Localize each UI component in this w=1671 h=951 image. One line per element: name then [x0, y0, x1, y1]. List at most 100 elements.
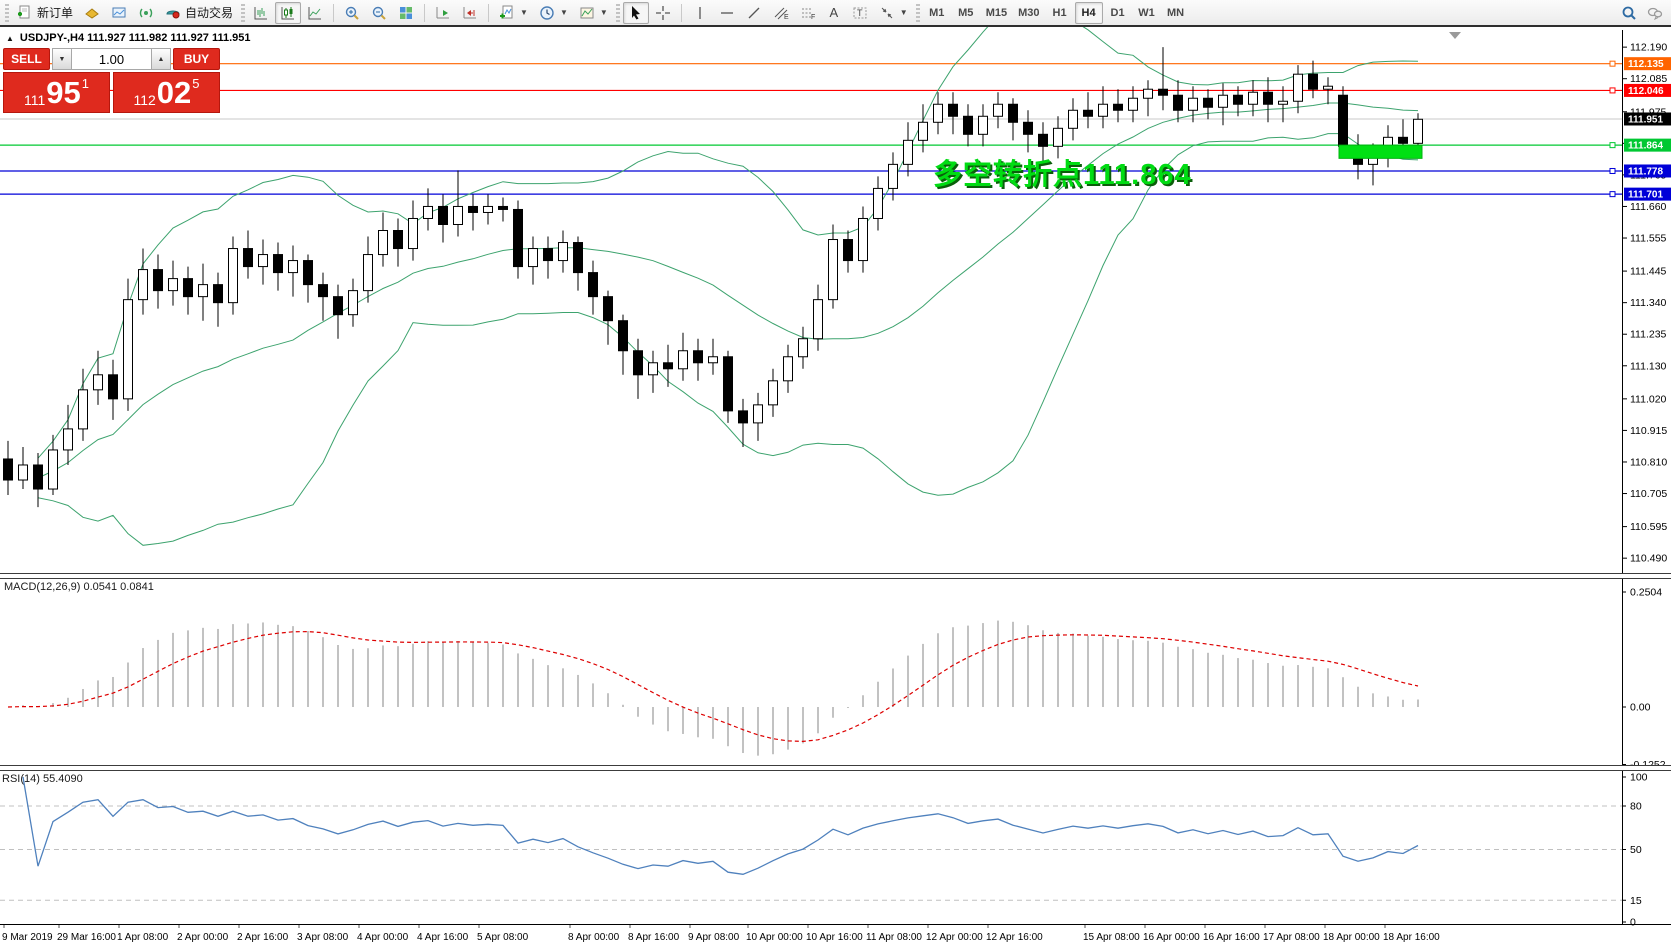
vertical-line-button[interactable] [687, 2, 713, 24]
volume-increase-button[interactable]: ▲ [151, 48, 171, 70]
periods-button[interactable]: ▼ [534, 2, 573, 24]
candlestick-chart-button[interactable] [275, 1, 302, 24]
bar-chart-button[interactable] [248, 2, 274, 24]
svg-text:112.085: 112.085 [1630, 73, 1667, 85]
label-tool-button[interactable]: T [847, 2, 873, 24]
zoom-out-button[interactable] [366, 2, 392, 24]
shapes-arrows-icon [881, 7, 893, 18]
svg-text:17 Apr 08:00: 17 Apr 08:00 [1263, 932, 1320, 943]
svg-text:9 Mar 2019: 9 Mar 2019 [2, 932, 53, 943]
chart-window: 112.190112.085111.975111.870111.765111.6… [0, 25, 1671, 951]
panel-separator[interactable] [0, 765, 1671, 771]
timeframe-d1-button[interactable]: D1 [1110, 6, 1125, 19]
timeframe-mn-button[interactable]: MN [1166, 6, 1185, 19]
panel-separator[interactable] [0, 573, 1671, 579]
svg-text:112.046: 112.046 [1628, 86, 1664, 97]
svg-text:50: 50 [1630, 844, 1642, 856]
svg-text:110.705: 110.705 [1630, 488, 1667, 500]
buy-button[interactable]: BUY [173, 48, 220, 70]
chart-shift-button[interactable] [457, 2, 483, 24]
svg-text:18 Apr 16:00: 18 Apr 16:00 [1383, 932, 1440, 943]
templates-button[interactable]: ▼ [574, 2, 613, 24]
sell-price-button[interactable]: 111 95 1 [3, 72, 110, 113]
time-axis-labels: 9 Mar 2019 29 Mar 16:001 Apr 08:00 2 Apr 0… [2, 925, 1440, 943]
cursor-button[interactable] [622, 1, 649, 24]
new-order-button[interactable]: 新订单 [12, 2, 78, 24]
auto-scroll-button[interactable] [430, 2, 456, 24]
svg-text:111.020: 111.020 [1630, 393, 1667, 405]
price-axis[interactable] [1622, 30, 1671, 924]
templates-icon [580, 7, 594, 18]
auto-trading-button[interactable]: 自动交易 [160, 2, 238, 24]
horizontal-level-lines[interactable] [0, 60, 1622, 198]
horizontal-line-button[interactable] [714, 2, 740, 24]
fibonacci-button[interactable]: F [795, 2, 821, 24]
signals-button[interactable] [133, 2, 159, 24]
svg-text:3 Apr 08:00: 3 Apr 08:00 [297, 932, 349, 943]
buy-price-button[interactable]: 112 02 5 [113, 72, 220, 113]
community-chat-button[interactable] [1642, 2, 1668, 24]
timeframe-m30-button[interactable]: M30 [1018, 6, 1040, 19]
zoom-in-icon [345, 6, 359, 20]
rsi-line [22, 776, 1419, 875]
charts-button[interactable] [106, 2, 132, 24]
svg-text:110.810: 110.810 [1630, 456, 1667, 468]
sell-button[interactable]: SELL [3, 48, 50, 70]
volume-decrease-button[interactable]: ▼ [52, 48, 72, 70]
profiles-button[interactable] [79, 2, 105, 24]
panel-collapse-arrow[interactable]: ▲ [6, 33, 14, 43]
volume-stepper: ▼ ▲ [52, 48, 171, 70]
fibonacci-icon: F [801, 8, 815, 21]
timeframe-h4-button[interactable]: H4 [1074, 1, 1103, 24]
tile-windows-button[interactable] [393, 2, 419, 24]
highlight-rectangle[interactable] [1338, 144, 1423, 159]
svg-text:1 Apr 08:00: 1 Apr 08:00 [117, 932, 169, 943]
timeframe-m5-button[interactable]: M5 [958, 6, 974, 19]
trendline-icon [748, 7, 760, 18]
chevron-down-icon: ▼ [899, 8, 908, 17]
indicators-button[interactable]: ▼ [494, 2, 533, 24]
svg-text:111.778: 111.778 [1628, 166, 1663, 177]
clock-icon [540, 5, 554, 20]
svg-text:0.2504: 0.2504 [1630, 586, 1662, 598]
svg-text:0: 0 [1630, 917, 1636, 929]
svg-text:10 Apr 16:00: 10 Apr 16:00 [806, 932, 863, 943]
line-chart-icon [308, 6, 322, 19]
text-tool-button[interactable]: A [822, 2, 846, 24]
chevron-down-icon: ▼ [599, 8, 608, 17]
svg-text:111.555: 111.555 [1630, 233, 1667, 245]
search-button[interactable] [1616, 2, 1642, 24]
price-level-badges: 112.135 112.046 111.864 111.778 111.701 [1624, 57, 1671, 201]
new-order-icon [18, 5, 30, 18]
svg-text:5 Apr 08:00: 5 Apr 08:00 [477, 932, 529, 943]
svg-text:16 Apr 16:00: 16 Apr 16:00 [1203, 932, 1260, 943]
timeframe-w1-button[interactable]: W1 [1138, 6, 1155, 19]
svg-text:15: 15 [1630, 895, 1642, 907]
equidistant-channel-button[interactable]: E [768, 2, 794, 24]
crosshair-button[interactable] [650, 2, 676, 24]
candlestick-chart-icon [281, 6, 295, 19]
line-chart-button[interactable] [302, 2, 328, 24]
buy-price-prefix: 112 [133, 92, 156, 108]
timeframe-h1-button[interactable]: H1 [1052, 6, 1067, 19]
time-axis[interactable] [0, 925, 1671, 951]
triangle-up-icon: ▲ [157, 55, 165, 63]
svg-text:10 Apr 00:00: 10 Apr 00:00 [746, 932, 803, 943]
timeframe-m15-button[interactable]: M15 [985, 6, 1008, 19]
chart-annotation-text[interactable]: 多空转折点111.864 [933, 159, 1192, 191]
chart-plot[interactable]: 112.190112.085111.975111.870111.765111.6… [0, 27, 1671, 951]
chevron-down-icon: ▼ [559, 8, 568, 17]
shapes-button[interactable]: ▼ [874, 2, 913, 24]
volume-input[interactable] [72, 48, 151, 70]
buy-price-pip: 5 [192, 76, 200, 91]
chart-shift-marker[interactable] [1449, 32, 1461, 39]
bollinger-bands [37, 27, 1419, 546]
svg-text:12 Apr 00:00: 12 Apr 00:00 [926, 932, 983, 943]
trendline-button[interactable] [741, 2, 767, 24]
svg-text:110.595: 110.595 [1630, 521, 1667, 533]
zoom-in-button[interactable] [339, 2, 365, 24]
timeframe-m1-button[interactable]: M1 [929, 6, 945, 19]
chat-bubbles-icon [1647, 7, 1663, 20]
svg-text:29 Mar 16:00: 29 Mar 16:00 [57, 932, 116, 943]
svg-text:E: E [784, 14, 789, 21]
